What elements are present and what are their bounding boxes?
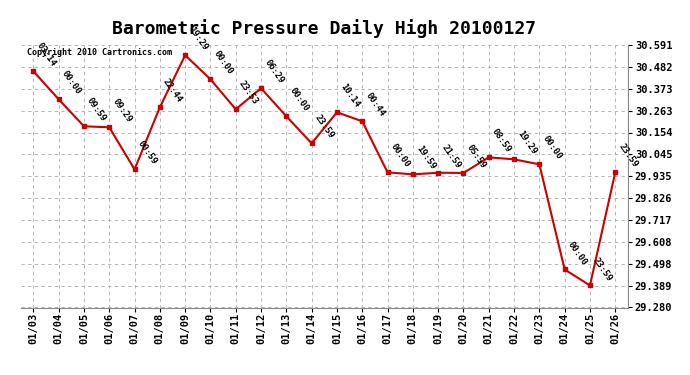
Text: 19:29: 19:29 bbox=[186, 25, 209, 52]
Text: 00:00: 00:00 bbox=[212, 49, 235, 76]
Text: 00:00: 00:00 bbox=[389, 142, 412, 170]
Text: Barometric Pressure Daily High 20100127: Barometric Pressure Daily High 20100127 bbox=[112, 19, 536, 38]
Text: 00:44: 00:44 bbox=[364, 92, 386, 118]
Text: 06:29: 06:29 bbox=[262, 58, 285, 86]
Text: 23:53: 23:53 bbox=[237, 80, 260, 106]
Text: 03:14: 03:14 bbox=[34, 41, 57, 69]
Text: Copyright 2010 Cartronics.com: Copyright 2010 Cartronics.com bbox=[27, 48, 172, 57]
Text: 10:14: 10:14 bbox=[338, 82, 361, 110]
Text: 00:00: 00:00 bbox=[566, 240, 589, 267]
Text: 23:59: 23:59 bbox=[313, 113, 336, 141]
Text: 05:59: 05:59 bbox=[465, 143, 488, 170]
Text: 21:59: 21:59 bbox=[440, 143, 462, 170]
Text: 09:59: 09:59 bbox=[86, 96, 108, 123]
Text: 19:29: 19:29 bbox=[515, 129, 538, 156]
Text: 00:00: 00:00 bbox=[288, 86, 310, 114]
Text: 22:44: 22:44 bbox=[161, 77, 184, 105]
Text: 09:29: 09:29 bbox=[110, 98, 133, 124]
Text: 23:59: 23:59 bbox=[617, 142, 640, 170]
Text: 08:59: 08:59 bbox=[490, 128, 513, 154]
Text: 19:59: 19:59 bbox=[414, 144, 437, 172]
Text: 00:00: 00:00 bbox=[60, 69, 83, 96]
Text: 00:00: 00:00 bbox=[541, 134, 564, 162]
Text: 23:59: 23:59 bbox=[591, 255, 614, 283]
Text: 00:59: 00:59 bbox=[136, 140, 159, 166]
